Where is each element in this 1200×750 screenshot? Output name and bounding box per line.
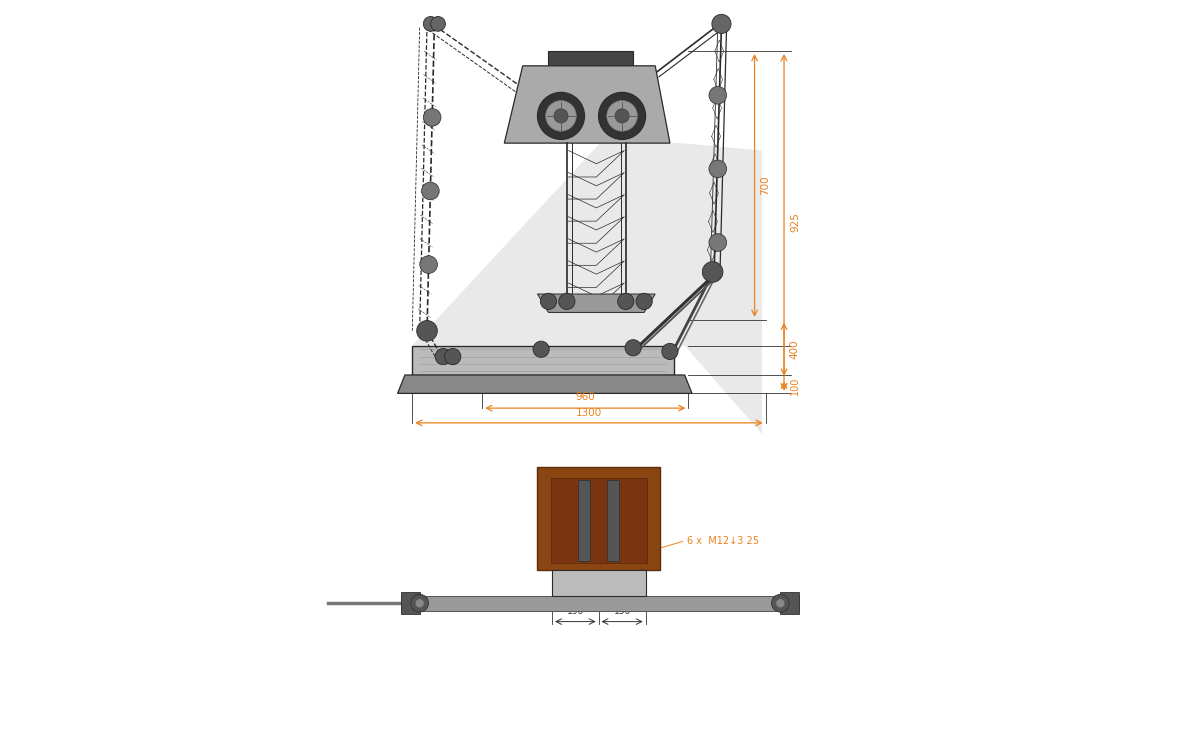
Polygon shape [780,592,799,614]
Text: 1300: 1300 [576,408,602,418]
Polygon shape [538,467,660,570]
Circle shape [636,293,653,310]
Circle shape [420,256,438,274]
Circle shape [424,109,440,126]
Circle shape [416,320,437,341]
Polygon shape [401,592,420,614]
Circle shape [421,182,439,200]
Text: 160: 160 [594,574,604,592]
Polygon shape [548,51,634,66]
Circle shape [599,92,646,140]
Circle shape [431,16,445,32]
Circle shape [776,598,785,608]
Polygon shape [551,478,647,562]
Polygon shape [413,143,762,434]
Circle shape [712,14,731,34]
Circle shape [415,598,424,608]
Circle shape [625,340,641,356]
Text: 925: 925 [790,212,800,232]
Circle shape [559,293,575,310]
Polygon shape [552,570,646,596]
Text: 100: 100 [790,376,800,395]
Circle shape [540,293,557,310]
Circle shape [607,100,637,131]
Circle shape [410,594,428,612]
Circle shape [424,16,438,32]
Polygon shape [607,480,619,561]
Text: 700: 700 [760,176,769,195]
Circle shape [662,344,678,359]
Text: 150: 150 [566,608,584,616]
Circle shape [772,594,790,612]
Circle shape [436,349,451,364]
Circle shape [709,86,727,104]
Circle shape [546,100,576,131]
Polygon shape [401,596,799,610]
Circle shape [538,92,584,140]
Polygon shape [538,294,655,313]
Circle shape [702,262,722,282]
Text: 960: 960 [576,392,595,402]
Circle shape [709,160,727,178]
Circle shape [554,109,568,123]
Circle shape [445,349,461,364]
Circle shape [618,293,634,310]
Circle shape [709,234,727,251]
Polygon shape [504,66,670,143]
Circle shape [616,109,629,123]
Polygon shape [413,346,673,375]
Polygon shape [578,480,589,561]
Circle shape [533,341,550,357]
Polygon shape [397,375,692,394]
Text: 150: 150 [613,608,631,616]
Text: 6 x  M12↓3 25: 6 x M12↓3 25 [686,536,758,546]
Text: 400: 400 [790,340,800,359]
